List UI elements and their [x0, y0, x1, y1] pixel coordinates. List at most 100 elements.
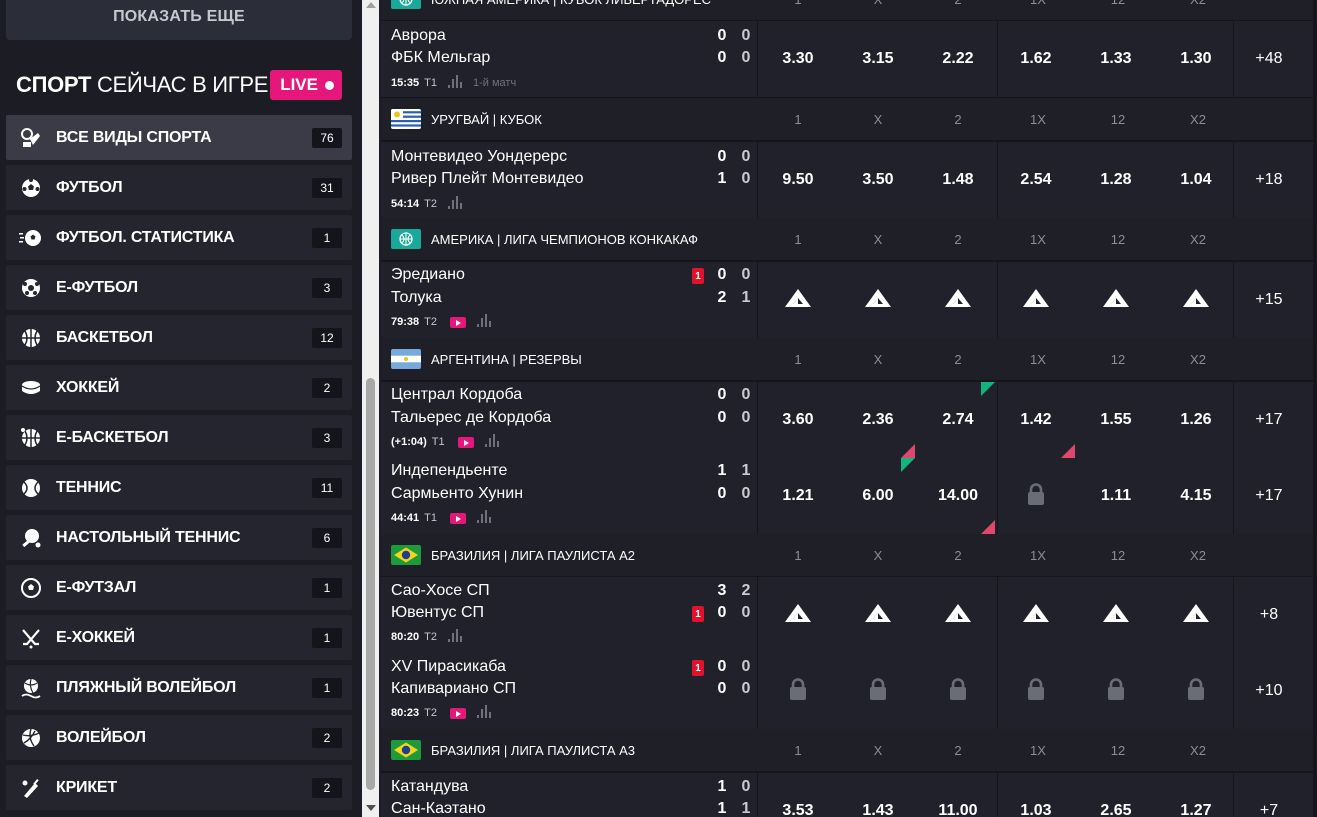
sport-item-all[interactable]: ВСЕ ВИДЫ СПОРТА 76 — [6, 115, 352, 160]
more-markets-button[interactable]: +17 — [1255, 411, 1283, 428]
odds-cell-1x[interactable] — [996, 262, 1076, 338]
match-row[interactable]: Монтевидео Уондерерс Ривер Плейт Монтевид… — [381, 142, 1313, 218]
odds-cell-1[interactable]: 1.21 — [758, 458, 838, 534]
team-away[interactable]: Толука — [391, 289, 442, 306]
odds-cell-1[interactable] — [758, 653, 838, 729]
video-icon[interactable] — [449, 707, 466, 719]
odds-cell-2[interactable] — [918, 262, 998, 338]
team-home[interactable]: Централ Кордоба — [391, 386, 523, 403]
odds-cell-x2[interactable]: 1.27 — [1156, 773, 1236, 817]
match-row[interactable]: Эредиано Толука 0 0 2 1 1 79:38 T2 +15 — [381, 262, 1313, 338]
more-markets-button[interactable]: +18 — [1255, 171, 1283, 188]
odds-cell-2[interactable] — [918, 577, 998, 653]
team-away[interactable]: Сармьенто Хунин — [391, 485, 524, 502]
sport-item-football-stats[interactable]: ФУТБОЛ. СТАТИСТИКА 1 — [6, 215, 352, 260]
sport-item-cricket[interactable]: КРИКЕТ 2 — [6, 765, 352, 810]
match-row[interactable]: Сао-Хосе СП Ювентус СП 3 2 0 0 1 80:20 T2 +8 — [381, 577, 1313, 653]
odds-cell-x2[interactable]: 1.26 — [1156, 382, 1236, 458]
sport-item-beach-volleyball[interactable]: ПЛЯЖНЫЙ ВОЛЕЙБОЛ 1 — [6, 665, 352, 710]
show-more-button[interactable]: ПОКАЗАТЬ ЕЩЕ — [6, 0, 352, 40]
stats-icon[interactable] — [447, 196, 462, 212]
odds-cell-12[interactable]: 1.28 — [1076, 142, 1156, 218]
odds-cell-2[interactable]: 1.48 — [918, 142, 998, 218]
odds-cell-1[interactable]: 3.30 — [758, 21, 838, 97]
stats-icon[interactable] — [476, 705, 491, 721]
team-home[interactable]: Катандува — [391, 778, 469, 795]
odds-cell-x[interactable]: 1.43 — [838, 773, 918, 817]
odds-cell-x[interactable]: 6.00 — [838, 458, 918, 534]
team-away[interactable]: Ривер Плейт Монтевидео — [391, 170, 584, 187]
scrollbar[interactable] — [362, 0, 379, 817]
odds-cell-x[interactable] — [838, 577, 918, 653]
odds-cell-2[interactable] — [918, 653, 998, 729]
stats-icon[interactable] — [476, 314, 491, 330]
team-home[interactable]: Индепендьенте — [391, 462, 508, 479]
scroll-thumb[interactable] — [366, 378, 375, 790]
match-row[interactable]: Централ Кордоба Тальерес де Кордоба 0 0 0 0 (+… — [381, 382, 1313, 458]
odds-cell-2[interactable]: 2.22 — [918, 21, 998, 97]
odds-cell-x[interactable] — [838, 653, 918, 729]
odds-cell-1[interactable]: 3.60 — [758, 382, 838, 458]
team-home[interactable]: Аврора — [391, 27, 446, 44]
team-home[interactable]: Сао-Хосе СП — [391, 582, 490, 599]
sport-item-tennis[interactable]: ТЕННИС 11 — [6, 465, 352, 510]
more-markets-button[interactable]: +7 — [1259, 802, 1279, 817]
match-row[interactable]: Аврора ФБК Мельгар 0 0 0 0 15:35 T1 1-й матч 3.30… — [381, 21, 1313, 97]
odds-cell-12[interactable]: 2.65 — [1076, 773, 1156, 817]
sport-item-volleyball[interactable]: ВОЛЕЙБОЛ 2 — [6, 715, 352, 760]
league-header[interactable]: БРАЗИЛИЯ | ЛИГА ПАУЛИСТА А3 1 X 2 1X 12 X2 — [381, 729, 1313, 771]
league-header[interactable]: АМЕРИКА | ЛИГА ЧЕМПИОНОВ КОНКАКАФ 1 X 2 1X 12… — [381, 218, 1313, 260]
odds-cell-1x[interactable] — [996, 458, 1076, 534]
league-header[interactable]: БРАЗИЛИЯ | ЛИГА ПАУЛИСТА А2 1 X 2 1X 12 X2 — [381, 534, 1313, 576]
odds-cell-12[interactable]: 1.11 — [1076, 458, 1156, 534]
more-markets-button[interactable]: +15 — [1255, 291, 1283, 308]
scroll-down-arrow-icon[interactable] — [366, 805, 376, 811]
odds-cell-12[interactable] — [1076, 577, 1156, 653]
sport-item-e-futsal[interactable]: Е-ФУТЗАЛ 1 — [6, 565, 352, 610]
odds-cell-1x[interactable] — [996, 653, 1076, 729]
odds-cell-12[interactable] — [1076, 653, 1156, 729]
league-header[interactable]: УРУГВАЙ | КУБОК 1 X 2 1X 12 X2 — [381, 98, 1313, 140]
sport-item-e-basketball[interactable]: Е-БАСКЕТБОЛ 3 — [6, 415, 352, 460]
sport-item-hockey[interactable]: ХОККЕЙ 2 — [6, 365, 352, 410]
more-markets-button[interactable]: +10 — [1255, 682, 1283, 699]
live-badge[interactable]: LIVE — [270, 70, 342, 100]
odds-cell-12[interactable]: 1.33 — [1076, 21, 1156, 97]
team-away[interactable]: Ювентус СП — [391, 604, 485, 621]
team-home[interactable]: XV Пирасикаба — [391, 658, 506, 675]
odds-cell-1x[interactable]: 2.54 — [996, 142, 1076, 218]
odds-cell-1[interactable] — [758, 577, 838, 653]
more-markets-button[interactable]: +17 — [1255, 487, 1283, 504]
league-header[interactable]: АРГЕНТИНА | РЕЗЕРВЫ 1 X 2 1X 12 X2 — [381, 338, 1313, 380]
team-away[interactable]: Капиварианo СП — [391, 680, 517, 697]
league-header[interactable]: ЮЖНАЯ АМЕРИКА | КУБОК ЛИБЕРТАДОРЕС1X21X1… — [381, 0, 1313, 20]
odds-cell-x2[interactable]: 1.30 — [1156, 21, 1236, 97]
team-away[interactable]: Тальерес де Кордоба — [391, 409, 552, 426]
odds-cell-x2[interactable] — [1156, 653, 1236, 729]
odds-cell-2[interactable]: 2.74 — [918, 382, 998, 458]
video-icon[interactable] — [449, 316, 466, 328]
odds-cell-1[interactable]: 9.50 — [758, 142, 838, 218]
team-home[interactable]: Монтевидео Уондерерс — [391, 148, 568, 165]
odds-cell-1x[interactable]: 1.03 — [996, 773, 1076, 817]
odds-cell-x[interactable]: 3.50 — [838, 142, 918, 218]
odds-cell-x[interactable]: 2.36 — [838, 382, 918, 458]
odds-cell-x2[interactable] — [1156, 262, 1236, 338]
sport-item-e-football[interactable]: Е-ФУТБОЛ 3 — [6, 265, 352, 310]
sport-item-football[interactable]: ФУТБОЛ 31 — [6, 165, 352, 210]
sport-item-e-hockey[interactable]: Е-ХОККЕЙ 1 — [6, 615, 352, 660]
team-away[interactable]: Сан-Каэтано — [391, 800, 486, 817]
more-markets-button[interactable]: +48 — [1255, 50, 1283, 67]
odds-cell-1[interactable] — [758, 262, 838, 338]
odds-cell-2[interactable]: 14.00 — [918, 458, 998, 534]
odds-cell-1[interactable]: 3.53 — [758, 773, 838, 817]
stats-icon[interactable] — [484, 434, 499, 450]
stats-icon[interactable] — [476, 510, 491, 526]
scroll-up-arrow-icon[interactable] — [366, 2, 376, 8]
odds-cell-12[interactable] — [1076, 262, 1156, 338]
odds-cell-12[interactable]: 1.55 — [1076, 382, 1156, 458]
match-row[interactable]: Катандува Сан-Каэтано 1 0 1 1 3.53 1.43 11.00 1.0… — [381, 773, 1313, 817]
odds-cell-x2[interactable] — [1156, 577, 1236, 653]
sport-item-table-tennis[interactable]: НАСТОЛЬНЫЙ ТЕННИС 6 — [6, 515, 352, 560]
stats-icon[interactable] — [447, 75, 462, 91]
